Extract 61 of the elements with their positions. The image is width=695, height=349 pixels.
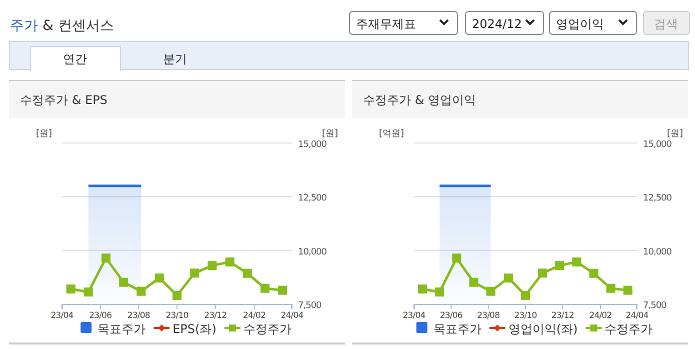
point xyxy=(225,257,234,266)
point xyxy=(418,284,428,294)
point xyxy=(486,286,496,296)
point xyxy=(154,274,164,283)
point xyxy=(101,254,110,263)
point xyxy=(589,268,598,278)
point xyxy=(504,274,513,283)
x-tick-label: 23/10 xyxy=(166,311,188,321)
x-tick-label: 23/06 xyxy=(440,311,462,321)
x-tick-label: 23/12 xyxy=(551,311,574,321)
y2-tick-label: 12,500 xyxy=(643,194,672,204)
x-tick-label: 23/08 xyxy=(127,311,150,321)
x-tick-label: 23/12 xyxy=(204,311,227,321)
point xyxy=(66,284,76,294)
legend-label: 목표주가 xyxy=(98,322,146,336)
x-tick-label: 24/04 xyxy=(626,311,648,321)
legend-label: 목표주가 xyxy=(433,322,482,336)
point xyxy=(469,278,478,287)
point xyxy=(521,290,530,300)
point xyxy=(538,268,548,278)
point xyxy=(84,287,93,296)
x-tick-label: 23/04 xyxy=(402,311,426,321)
y2-tick-label: 7,500 xyxy=(298,301,322,311)
point xyxy=(172,290,182,300)
point xyxy=(208,261,217,270)
point xyxy=(555,261,564,270)
x-tick-label: 23/10 xyxy=(514,311,537,321)
x-tick-label: 23/06 xyxy=(89,311,112,321)
page-title: 주가 & 컨센서스 xyxy=(10,18,114,34)
y2-tick-label: 10,000 xyxy=(643,247,672,258)
x-tick-label: 23/04 xyxy=(50,311,74,321)
point xyxy=(572,257,582,266)
point xyxy=(606,284,616,293)
y2-tick-label: 12,500 xyxy=(298,194,328,204)
x-tick-label: 24/04 xyxy=(280,311,304,321)
point xyxy=(278,286,288,295)
y2-tick-label: 7,500 xyxy=(643,301,668,311)
y-axis-title: [억원] xyxy=(378,129,404,139)
x-tick-label: 24/02 xyxy=(589,311,612,321)
y2-axis-title: [원] xyxy=(322,129,338,139)
point xyxy=(190,268,200,278)
point xyxy=(435,287,444,296)
chart-title: 수정주가 & 영업이익 xyxy=(363,93,476,107)
y2-tick-label: 15,000 xyxy=(298,140,328,150)
x-tick-label: 23/08 xyxy=(477,311,500,321)
point xyxy=(242,268,252,278)
y2-axis-title: [원] xyxy=(666,129,684,139)
point xyxy=(260,284,270,293)
point xyxy=(452,254,462,263)
y2-tick-label: 15,000 xyxy=(643,140,672,150)
x-tick-label: 24/02 xyxy=(243,311,266,321)
legend-label: 수정주가 xyxy=(604,322,653,336)
chart-title: 수정주가 & EPS xyxy=(20,93,108,107)
legend-label: EPS(좌) xyxy=(172,322,216,336)
legend-label: 수정주가 xyxy=(243,322,292,336)
y2-tick-label: 10,000 xyxy=(298,247,328,258)
y-axis-title: [원] xyxy=(36,129,52,139)
point xyxy=(623,286,632,295)
legend-label: 영업이익(좌) xyxy=(508,322,578,336)
point xyxy=(119,278,128,287)
point xyxy=(136,286,146,296)
